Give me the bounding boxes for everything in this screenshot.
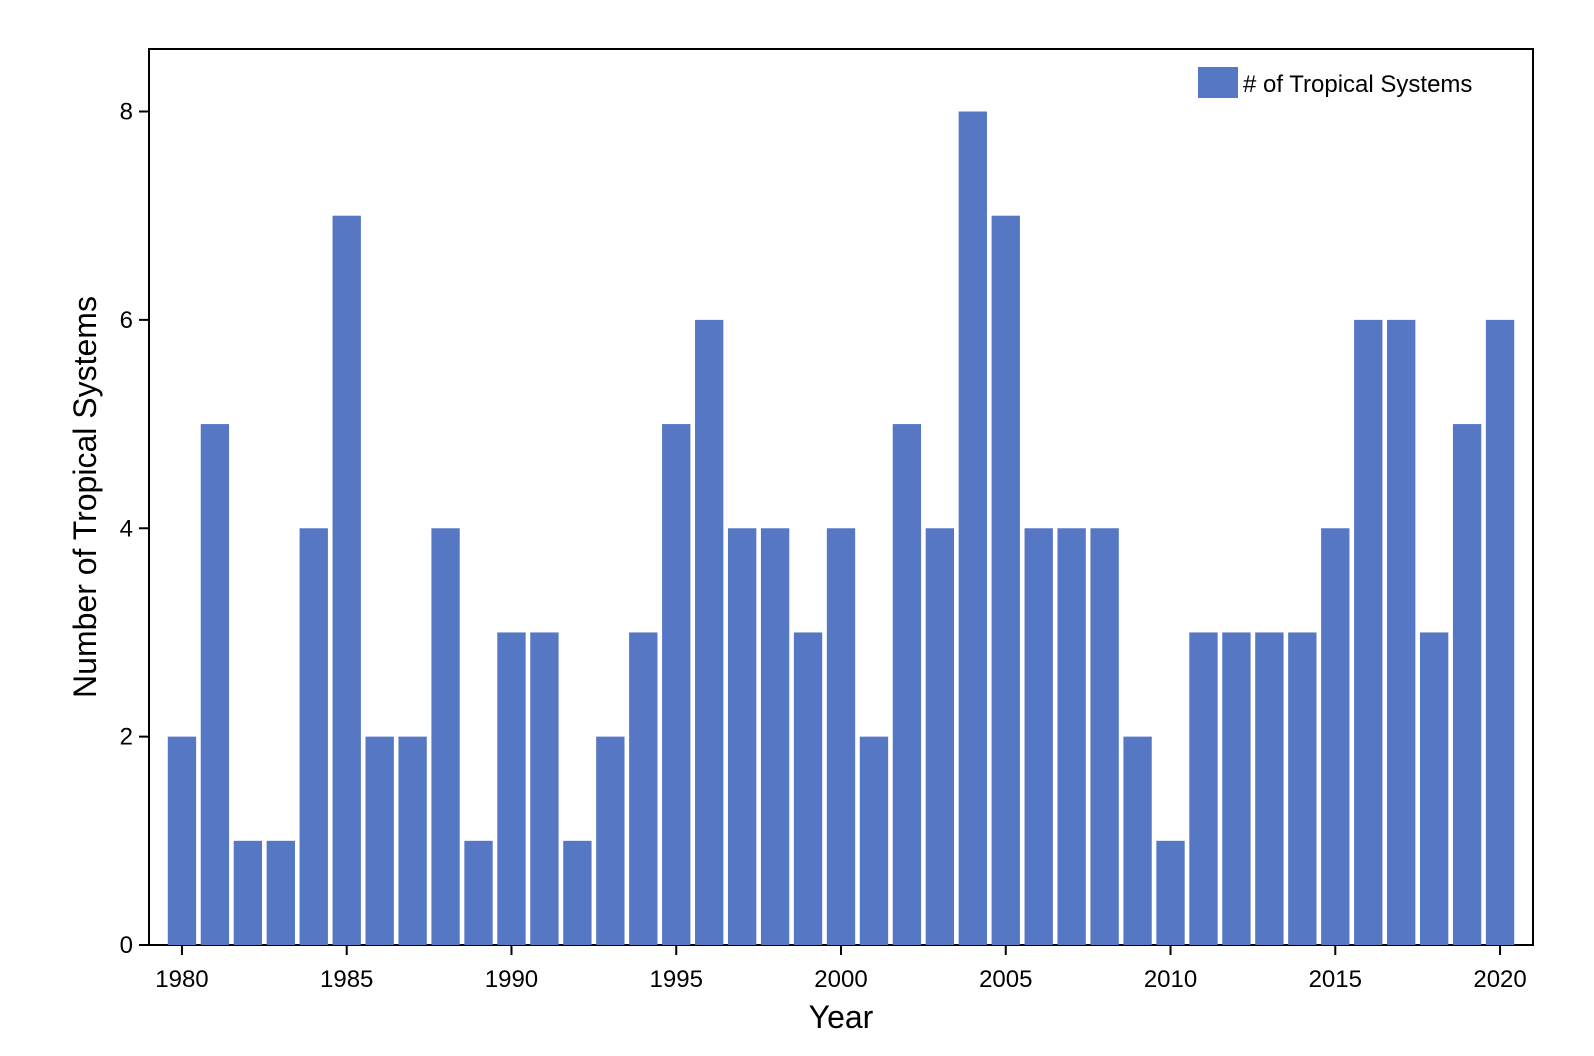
bar-1993 [596, 736, 625, 945]
x-tick-label: 2015 [1309, 966, 1362, 993]
y-tick-label: 2 [120, 724, 133, 751]
bar-1981 [200, 424, 230, 945]
bar-2008 [1090, 528, 1119, 945]
bar-1982 [233, 840, 263, 945]
bar-1986 [365, 736, 394, 945]
bar-1990 [497, 632, 526, 945]
y-axis: 0 2 4 6 8 [120, 99, 149, 959]
bar-1999 [793, 632, 823, 945]
x-tick-label: 1980 [155, 966, 208, 993]
bar-1997 [727, 528, 757, 945]
y-tick-label: 4 [120, 515, 133, 542]
bar-2002 [892, 424, 922, 945]
bar-2005 [991, 215, 1020, 945]
legend: # of Tropical Systems [1198, 67, 1472, 98]
bar-1994 [629, 632, 658, 945]
bar-2001 [859, 736, 889, 945]
bar-2006 [1024, 528, 1053, 945]
bar-2007 [1057, 528, 1086, 945]
y-axis-title: Number of Tropical Systems [67, 296, 103, 698]
bar-2015 [1321, 528, 1350, 945]
bar-2019 [1452, 424, 1482, 945]
bar-1992 [563, 840, 592, 945]
bar-2016 [1354, 319, 1383, 945]
bar-1987 [398, 736, 427, 945]
bar-2000 [826, 528, 856, 945]
x-tick-label: 1985 [320, 966, 373, 993]
bars-group [167, 111, 1515, 946]
bar-2013 [1255, 632, 1284, 945]
bar-2012 [1222, 632, 1251, 945]
bar-1983 [266, 840, 295, 945]
bar-1989 [464, 840, 493, 945]
x-tick-label: 1995 [650, 966, 703, 993]
x-tick-label: 2000 [814, 966, 867, 993]
bar-1995 [662, 424, 691, 945]
bar-1991 [530, 632, 559, 945]
bar-1996 [695, 319, 724, 945]
bar-1984 [299, 528, 328, 945]
legend-label: # of Tropical Systems [1243, 71, 1472, 98]
x-axis-title: Year [809, 999, 874, 1035]
y-tick-label: 8 [120, 99, 133, 126]
x-axis: 1980 1985 1990 1995 2000 2005 2010 2015 2020 [155, 945, 1527, 993]
bar-2004 [958, 111, 987, 946]
bar-1985 [332, 215, 361, 945]
x-tick-label: 2010 [1144, 966, 1197, 993]
y-tick-label: 6 [120, 307, 133, 334]
bar-2011 [1189, 632, 1218, 945]
bar-1998 [760, 528, 790, 945]
x-tick-label: 2005 [979, 966, 1032, 993]
bar-2014 [1288, 632, 1317, 945]
bar-2017 [1387, 319, 1416, 945]
bar-2003 [925, 528, 955, 945]
bar-2010 [1156, 840, 1185, 945]
bar-2009 [1123, 736, 1152, 945]
y-tick-label: 0 [120, 932, 133, 959]
x-tick-label: 1990 [485, 966, 538, 993]
bar-2020 [1485, 319, 1515, 945]
bar-1980 [167, 736, 197, 945]
x-tick-label: 2020 [1473, 966, 1526, 993]
bar-1988 [431, 528, 460, 945]
legend-swatch [1198, 67, 1238, 98]
bar-2018 [1419, 632, 1449, 945]
